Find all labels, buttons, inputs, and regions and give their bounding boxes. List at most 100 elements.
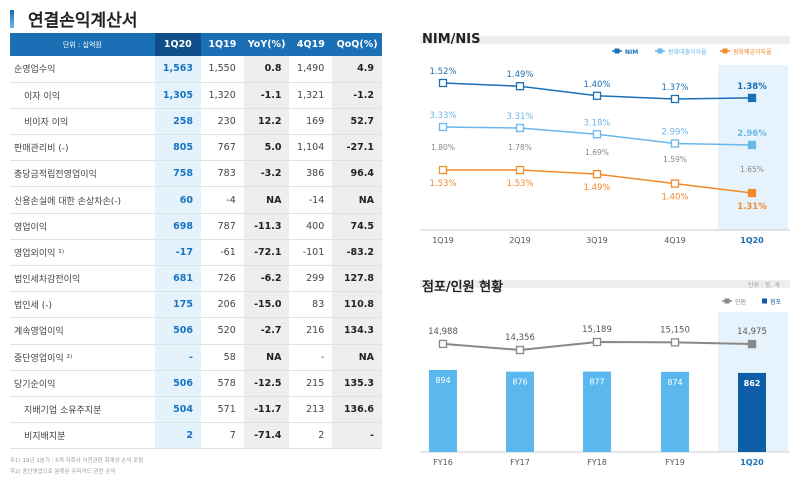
table-cell: 506 (154, 370, 201, 397)
table-cell: 726 (200, 265, 244, 293)
row-label: 영업외이익 ¹⁾ (10, 239, 155, 267)
row-label: 판매관리비 (-) (10, 134, 155, 162)
table-cell: -1.1 (243, 82, 290, 109)
legend-marker (657, 48, 663, 54)
table-cell: 299 (289, 265, 333, 293)
data-point (515, 82, 525, 91)
bar-label: 874 (667, 378, 682, 387)
table-cell: 1,563 (154, 56, 201, 83)
data-point (670, 139, 680, 148)
legend-label: NIM (625, 49, 638, 56)
data-point (747, 140, 757, 150)
row-label: 충당금적립전영업이익 (10, 160, 155, 188)
table-cell: 0.8 (243, 56, 290, 83)
data-label: 1.40% (583, 80, 610, 90)
bar (583, 371, 611, 452)
table-row: 당기순이익 506 578 -12.5 215 135.3 (10, 370, 382, 397)
row-label: 순영업수익 (10, 56, 155, 83)
table-cell: 134.3 (332, 317, 382, 345)
table-cell: 504 (154, 396, 201, 424)
table-row: 비이자 이익 258 230 12.2 169 52.7 (10, 108, 382, 136)
data-label: 1.52% (429, 67, 456, 77)
data-label: 3.31% (506, 112, 533, 122)
data-point (592, 91, 602, 100)
table-row: 지배기업 소유주지분 504 571 -11.7 213 136.6 (10, 396, 382, 424)
table-cell: 578 (200, 370, 244, 397)
column-header: 단위 : 십억원 (10, 33, 155, 56)
nis-label: 1.78% (508, 143, 532, 152)
title-text: 연결손익계산서 (28, 11, 138, 31)
table-row: 이자 이익 1,305 1,320 -1.1 1,321 -1.2 (10, 82, 382, 109)
bar (738, 372, 766, 452)
title-accent (10, 9, 14, 28)
table-cell: 52.7 (332, 108, 382, 136)
row-label: 신용손실에 대한 손상차손(-) (10, 186, 155, 214)
row-label: 중단영업이익 ²⁾ (10, 344, 155, 371)
table-cell: -11.7 (243, 396, 290, 424)
table-cell: 83 (289, 291, 333, 319)
x-tick-label: 4Q19 (664, 236, 686, 245)
data-point (515, 123, 525, 133)
table-cell: - (332, 422, 382, 450)
data-point (515, 345, 525, 355)
x-tick-label: 1Q20 (740, 458, 764, 467)
legend-label: 인원 (735, 298, 746, 306)
branch-chart-title: 점포/인원 현황 (420, 276, 790, 295)
row-label: 비지배지분 (10, 422, 155, 450)
footnote-1: 주1) 19년 1분기 : 5개 자회사 이전관련 회계상 손익 포함 (10, 458, 144, 464)
bar-label: 894 (435, 376, 450, 385)
table-cell: 215 (289, 370, 333, 397)
income-statement-table: 단위 : 십억원 1Q20 1Q19 YoY(%) 4Q19 QoQ(%) 순영업수익 1,5… (10, 33, 382, 450)
bar-label: 877 (589, 378, 604, 387)
data-label: 2.96% (737, 129, 767, 139)
nis-label: 1.69% (585, 148, 609, 157)
table-row: 순영업수익 1,563 1,550 0.8 1,490 4.9 (10, 56, 382, 83)
table-cell: 520 (200, 317, 244, 345)
table-cell: 110.8 (332, 291, 382, 319)
legend-marker (722, 48, 728, 54)
table-cell: - (289, 344, 333, 371)
table-row: 판매관리비 (-) 805 767 5.0 1,104 -27.1 (10, 134, 382, 162)
data-point (592, 337, 602, 347)
data-point (747, 339, 757, 349)
footnote-2: 주2) 중단영업으로 분류된 우리카드 관련 손익 (10, 469, 116, 475)
table-cell: 400 (289, 213, 333, 240)
data-label: 1.49% (506, 70, 533, 80)
table-cell: 136.6 (332, 396, 382, 424)
table-cell: -3.2 (243, 160, 290, 188)
table-cell: -14 (289, 186, 333, 214)
table-cell: 386 (289, 160, 333, 188)
table-cell: 60 (154, 186, 201, 214)
nim-chart-title: NIM/NIS (420, 32, 790, 47)
bar (661, 371, 689, 452)
nis-label: 1.59% (663, 155, 687, 164)
x-tick-label: FY16 (433, 458, 453, 467)
legend-label: 원화대출이자율 (668, 48, 707, 56)
table-cell: - (154, 344, 201, 371)
legend-marker (614, 48, 620, 54)
data-label: 1.40% (661, 193, 688, 203)
data-point (592, 170, 602, 179)
table-cell: 1,321 (289, 82, 333, 109)
table-cell: NA (243, 186, 290, 214)
data-label: 15,189 (582, 325, 612, 335)
data-point (438, 78, 448, 88)
legend-marker (762, 298, 767, 304)
table-cell: 169 (289, 108, 333, 136)
table-cell: 4.9 (332, 56, 382, 83)
table-cell: 7 (200, 422, 244, 450)
data-point (438, 165, 448, 175)
row-label: 지배기업 소유주지분 (10, 396, 155, 424)
row-label: 법인세 (-) (10, 291, 155, 319)
x-tick-label: FY19 (665, 458, 685, 467)
x-tick-label: FY18 (587, 458, 607, 467)
table-cell: 175 (154, 291, 201, 319)
table-cell: 681 (154, 265, 201, 293)
data-label: 14,975 (737, 327, 767, 337)
table-cell: 96.4 (332, 160, 382, 188)
data-label: 1.38% (737, 82, 767, 92)
table-row: 계속영업이익 506 520 -2.7 216 134.3 (10, 317, 382, 345)
nis-label: 1.80% (431, 143, 455, 152)
table-cell: 787 (200, 213, 244, 240)
